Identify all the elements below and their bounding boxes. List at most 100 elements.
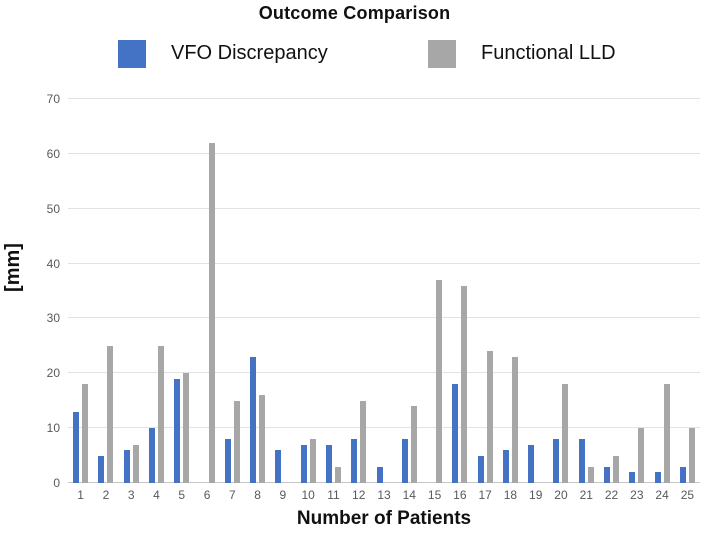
bar-vfo-patient-8 [250,356,257,483]
bar-group-patient-17 [473,99,498,483]
bar-vfo-patient-10 [300,444,307,483]
y-tick-label-60: 60 [46,146,60,161]
bar-lld-patient-22 [613,455,620,483]
y-tick-label-40: 40 [46,256,60,271]
gridline-30 [68,317,700,319]
bar-lld-patient-10 [309,439,316,483]
bar-lld-patient-11 [334,466,341,483]
y-axis-tick-labels: 0 10 20 30 40 50 60 70 [26,92,60,490]
x-tick-label-5: 5 [178,488,186,502]
x-tick-label-17: 17 [478,488,492,502]
bar-vfo-patient-25 [679,466,686,483]
x-tick-label-2: 2 [102,488,110,502]
x-tick-label-19: 19 [529,488,543,502]
x-tick-label-4: 4 [153,488,160,502]
bar-vfo-patient-14 [401,439,408,483]
x-axis-tick-labels: 1 2 3 4 5 6 7 8 9 10 11 12 13 14 15 16 17 18 19 20 21 22 23 24 2… [68,488,700,502]
bar-group-patient-6 [194,99,219,483]
x-tick-label-12: 12 [352,488,366,502]
bar-lld-patient-7 [233,400,240,483]
bar-group-patient-8 [245,99,270,483]
bar-vfo-patient-20 [553,439,560,483]
bar-group-patient-20 [548,99,573,483]
legend-entry-functional-lld: Functional LLD [428,39,616,68]
y-tick-label-70: 70 [46,92,60,106]
x-tick-label-20: 20 [554,488,568,502]
bar-vfo-patient-17 [477,455,484,483]
bar-lld-patient-4 [157,345,164,483]
bar-group-patient-14 [397,99,422,483]
bar-vfo-patient-12 [351,439,358,483]
legend-swatch-lld-icon [428,39,456,68]
bar-lld-patient-8 [259,395,266,483]
bar-group-patient-1 [68,99,93,483]
bar-lld-patient-12 [360,400,367,483]
bar-group-patient-16 [447,99,472,483]
bar-group-patient-25 [675,99,700,483]
x-tick-label-14: 14 [402,488,416,502]
bar-lld-patient-25 [688,428,695,483]
x-tick-label-23: 23 [630,488,644,502]
y-tick-label-10: 10 [46,421,60,436]
bar-vfo-patient-18 [502,450,509,483]
gridline-60 [68,152,700,154]
x-tick-label-7: 7 [228,488,236,502]
bar-vfo-patient-21 [578,439,585,483]
x-tick-label-15: 15 [427,488,442,502]
bar-group-patient-2 [93,99,118,483]
bar-group-patient-15 [422,99,447,483]
legend-swatch-vfo-icon [118,39,146,68]
bar-group-patient-7 [220,99,245,483]
bar-lld-patient-5 [183,373,190,483]
bar-group-patient-10 [296,99,321,483]
bar-group-patient-22 [599,99,624,483]
bar-group-patient-5 [169,99,194,483]
bar-group-patient-24 [649,99,674,483]
legend-label-vfo: VFO Discrepancy [171,42,328,64]
bar-vfo-patient-7 [224,439,231,483]
bar-group-patient-13 [371,99,396,483]
bar-series-container [68,99,700,483]
y-tick-label-50: 50 [46,201,60,216]
bar-vfo-patient-13 [376,466,383,483]
x-tick-label-1: 1 [77,488,84,502]
bar-lld-patient-20 [562,384,569,483]
x-tick-label-9: 9 [279,488,287,502]
gridline-0 [68,482,700,483]
bar-lld-patient-14 [410,406,417,483]
bar-group-patient-11 [321,99,346,483]
y-axis-title-wrap: [mm] [0,99,26,483]
bar-group-patient-18 [498,99,523,483]
bar-lld-patient-2 [107,345,114,483]
x-tick-label-11: 11 [327,488,340,502]
bar-vfo-patient-23 [629,472,636,483]
bar-vfo-patient-24 [654,472,661,483]
gridline-40 [68,262,700,264]
plot-area [68,98,700,483]
bar-vfo-patient-19 [528,444,535,483]
bar-vfo-patient-9 [275,450,282,483]
y-tick-label-0: 0 [53,476,60,490]
bar-vfo-patient-3 [123,450,130,483]
gridline-20 [68,372,700,374]
legend-label-lld: Functional LLD [481,42,616,64]
bar-group-patient-4 [144,99,169,483]
x-tick-label-10: 10 [301,488,315,502]
bar-vfo-patient-2 [98,455,105,483]
bar-group-patient-9 [270,99,295,483]
x-tick-label-24: 24 [655,488,669,502]
chart-title: Outcome Comparison [258,3,451,23]
x-tick-label-8: 8 [254,488,261,502]
gridline-10 [68,427,700,429]
y-axis-title: [mm] [1,242,24,292]
bar-lld-patient-17 [486,351,493,483]
bar-lld-patient-24 [663,384,670,483]
bar-group-patient-19 [523,99,548,483]
bar-vfo-patient-16 [452,384,459,483]
x-tick-label-22: 22 [604,488,619,502]
x-tick-label-3: 3 [127,488,135,502]
x-tick-label-21: 21 [579,488,593,502]
bar-vfo-patient-22 [604,466,611,483]
bar-lld-patient-3 [132,444,139,483]
